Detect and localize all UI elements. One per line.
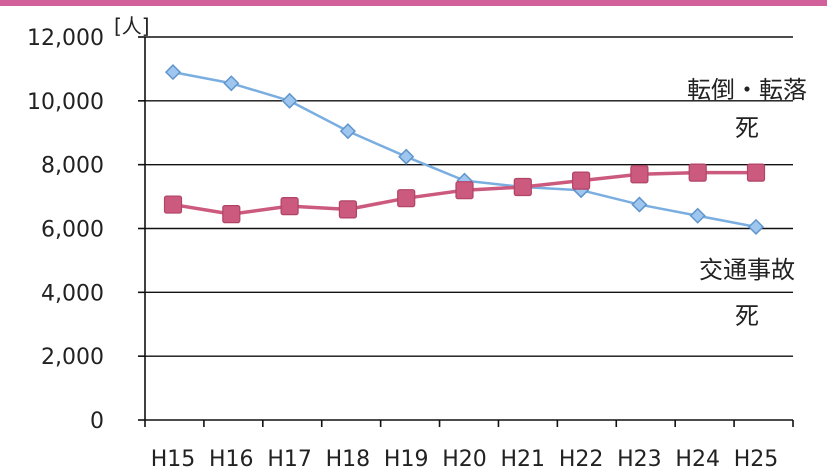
series-label: 交通事故 [699,256,795,284]
series-label: 転倒・転落 [687,76,807,104]
data-point-square [338,200,357,219]
axes [138,36,794,427]
data-point-square [280,197,299,216]
x-tick-label: H18 [326,447,371,472]
data-point-diamond [398,148,415,165]
data-point-square [688,163,707,182]
data-point-diamond [689,207,706,224]
x-tick-label: H25 [734,447,779,472]
y-tick-label: 12,000 [27,26,104,51]
y-axis-unit-label: [人] [114,14,150,38]
data-point-diamond [339,123,356,140]
series [163,64,766,235]
y-tick-label: 10,000 [27,90,104,115]
data-point-square [163,195,183,214]
x-tick-label: H24 [675,447,720,472]
data-point-diamond [164,64,182,81]
y-tick-label: 8,000 [41,154,104,179]
y-tick-label: 0 [90,409,104,434]
y-tick-label: 4,000 [41,281,104,306]
data-point-square [746,163,766,182]
x-tick-label: H21 [501,447,546,472]
data-point-diamond [223,75,240,92]
x-tick-labels: H15 H16 H17 H18 H19 H20 H21 H22 H23 H24 H25 [151,447,779,472]
series-label: 死 [735,302,759,330]
data-point-diamond [747,218,765,235]
data-point-square [455,181,474,200]
data-point-square [571,171,591,190]
top-border [0,0,827,6]
x-tick-label: H17 [267,447,312,472]
x-tick-label: H19 [384,447,429,472]
data-point-square [630,165,649,184]
y-tick-label: 2,000 [41,345,104,370]
x-tick-label: H15 [151,447,196,472]
x-tick-label: H16 [209,447,254,472]
series-line [172,70,757,229]
x-tick-label: H23 [617,447,662,472]
x-tick-label: H22 [559,447,604,472]
y-tick-labels: 0 2,000 4,000 6,000 8,000 10,000 12,000 [27,26,104,434]
x-tick-label: H20 [442,447,487,472]
grid-lines [145,36,793,357]
data-point-diamond [281,92,298,109]
data-point-square [513,177,532,197]
data-point-diamond [631,196,648,213]
series-label: 死 [735,114,759,142]
y-tick-label: 6,000 [41,218,104,243]
data-point-square [397,189,416,208]
data-point-square [222,205,241,224]
